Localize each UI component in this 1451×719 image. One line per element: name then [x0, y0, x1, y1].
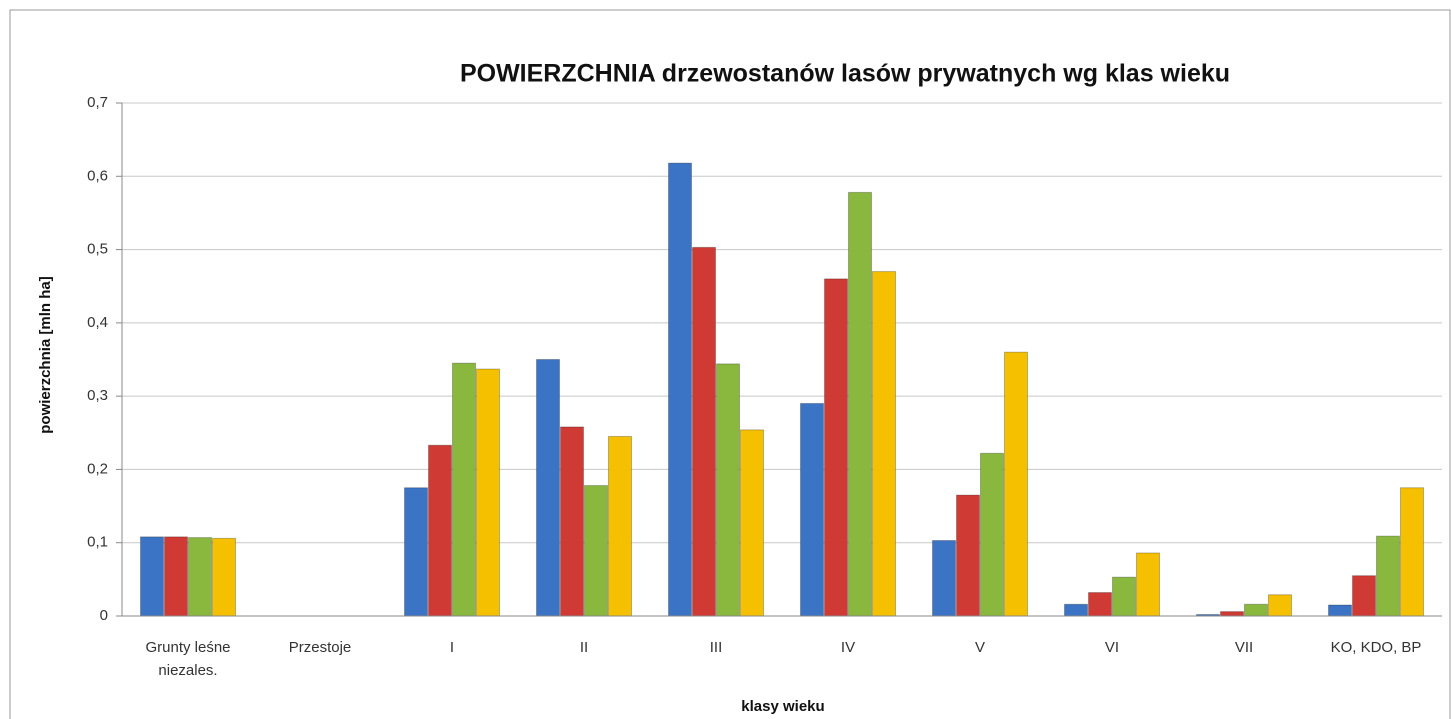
bar [1220, 611, 1244, 617]
bar [716, 363, 740, 617]
bar [1136, 552, 1160, 617]
chart-title: POWIERZCHNIA drzewostanów lasów prywatny… [460, 60, 1230, 88]
bar [404, 487, 428, 617]
bar [1352, 575, 1376, 617]
bar [476, 368, 500, 617]
bar [140, 536, 164, 617]
y-tick-label: 0,2 [87, 460, 108, 477]
bar [824, 278, 848, 617]
bar [1244, 603, 1268, 617]
bar [1268, 594, 1292, 617]
x-tick-label: KO, KDO, BP [1330, 639, 1422, 656]
x-tick-label: Przestoje [288, 639, 352, 656]
bar [1400, 487, 1424, 617]
x-tick-label: VI [1104, 639, 1120, 656]
x-tick-label: VII [1234, 639, 1254, 656]
y-axis-label: powierzchnia [mln ha] [37, 276, 54, 434]
bar [212, 537, 236, 617]
bar [164, 536, 188, 617]
y-tick-label: 0 [100, 607, 108, 624]
x-tick-label: V [974, 639, 985, 656]
bar [584, 485, 608, 617]
bar [1088, 592, 1112, 617]
x-tick-label: III [709, 639, 723, 656]
bar [560, 426, 584, 617]
bar [452, 362, 476, 617]
x-axis-label: klasy wieku [741, 698, 824, 715]
y-tick-label: 0,7 [87, 94, 108, 111]
x-tick-label: II [579, 639, 589, 656]
bar [188, 537, 212, 617]
x-tick-label: I [449, 639, 455, 656]
bar [932, 540, 956, 617]
bar [980, 452, 1004, 617]
bar [1064, 603, 1088, 617]
y-tick-label: 0,4 [87, 314, 108, 331]
y-tick-label: 0,3 [87, 387, 108, 404]
bar [1004, 351, 1028, 617]
y-tick-label: 0,6 [87, 167, 108, 184]
bar [1376, 535, 1400, 617]
bar [848, 191, 872, 617]
y-tick-label: 0,5 [87, 241, 108, 258]
x-tick-label: IV [840, 639, 856, 656]
bar [428, 444, 452, 617]
bar [956, 494, 980, 617]
x-tick-label: Grunty leśne niezales. [145, 639, 231, 679]
y-tick-label: 0,1 [87, 534, 108, 551]
bar [692, 246, 716, 617]
bar [800, 402, 824, 617]
bar [1112, 576, 1136, 617]
bar [536, 359, 560, 617]
bar [740, 429, 764, 617]
bar [1328, 604, 1352, 617]
bar [608, 435, 632, 617]
bar [668, 162, 692, 617]
bar [872, 271, 896, 617]
